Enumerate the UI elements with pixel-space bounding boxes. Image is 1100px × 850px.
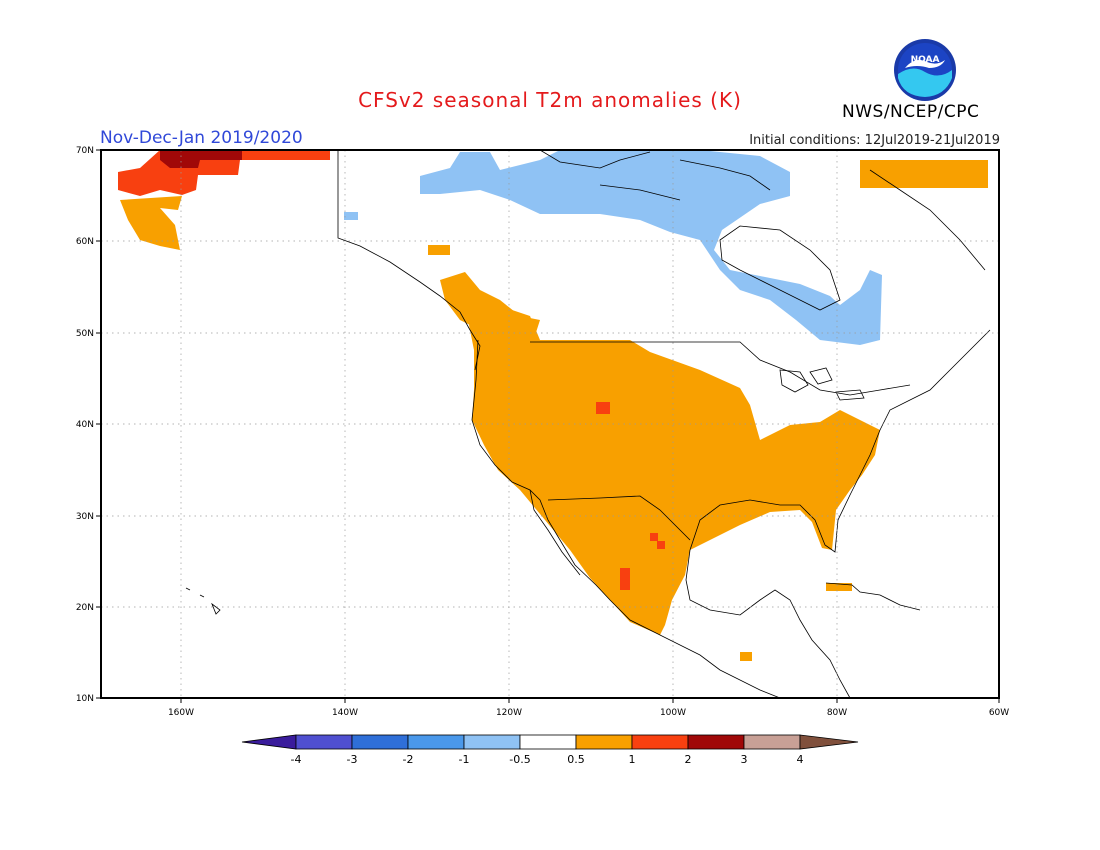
border-us-mexico [547,495,691,541]
hot-spot-mexico-2 [657,541,665,549]
colorbar-tick: 4 [797,753,804,766]
colorbar-tick: 2 [685,753,692,766]
warm-anomaly-alaska-edge [120,196,182,250]
colorbar-tick: -0.5 [509,753,530,766]
coastline-west [471,339,781,698]
colorbar-bin [295,734,353,750]
caribbean [825,582,921,611]
colorbar-tick: -2 [403,753,414,766]
great-lakes [779,367,865,401]
border-us-canada [530,341,911,396]
warm-anomaly-cuba [826,583,852,591]
hawaii [185,587,221,615]
lat-label: 20N [76,603,94,613]
colorbar-bin [351,734,409,750]
noaa-logo: NOAA [894,39,956,101]
svg-text:NOAA: NOAA [911,55,940,65]
colorbar-tick: -4 [291,753,302,766]
colorbar-bin [407,734,465,750]
warm-anomaly-central-america [740,652,752,661]
forecast-period: Nov-Dec-Jan 2019/2020 [100,128,303,148]
lon-label: 120W [496,708,522,718]
colorbar-tick: 0.5 [567,753,585,766]
warm-anomaly-bc [440,272,540,345]
colorbar-high-arrow [799,734,859,750]
colorbar-bin [743,734,801,750]
colorbar-bin [687,734,745,750]
coastline-yucatan [685,549,851,698]
cool-anomaly-islet [344,212,358,220]
coastline-baja [529,489,581,576]
warm-anomaly-islet [428,245,450,255]
colorbar-bin [463,734,521,750]
warm-anomaly-alaska-core [160,150,242,168]
hudson-bay [719,225,841,311]
warm-anomaly-conus [468,300,880,635]
lon-label: 160W [168,708,194,718]
colorbar-labels: -4 -3 -2 -1 -0.5 0.5 1 2 3 4 [291,753,804,766]
hot-spot-mexico-3 [620,568,630,590]
warm-anomaly-greenland [860,160,988,188]
lon-label: 60W [989,708,1009,718]
lat-label: 10N [76,694,94,704]
hot-spot-wyoming [596,402,610,414]
anomaly-shading [118,150,988,661]
coastlines [185,150,991,698]
initial-conditions: Initial conditions: 12Jul2019-21Jul2019 [749,133,1000,148]
coastline-gulf [689,329,991,553]
lat-label: 40N [76,420,94,430]
colorbar-bin [575,734,633,750]
arctic-islands [539,150,986,271]
lat-label: 30N [76,512,94,522]
longitude-labels: 160W 140W 120W 100W 80W 60W [168,708,1009,718]
lat-label: 60N [76,237,94,247]
map-title: CFSv2 seasonal T2m anomalies (K) [358,88,742,112]
colorbar-tick: -3 [347,753,358,766]
lat-label: 70N [76,146,94,156]
lon-label: 100W [660,708,686,718]
lon-label: 140W [332,708,358,718]
axis-ticks [96,149,1000,703]
lat-label: 50N [76,329,94,339]
lon-label: 80W [827,708,847,718]
coastline-alaska [337,150,481,371]
agency-label: NWS/NCEP/CPC [842,102,980,122]
cool-anomaly-arctic [420,150,882,345]
colorbar-tick: -1 [459,753,470,766]
latitude-labels: 70N 60N 50N 40N 30N 20N 10N [76,146,94,704]
colorbar-bin [519,734,577,750]
colorbar-tick: 1 [629,753,636,766]
colorbar-bin [631,734,689,750]
hot-spot-mexico-1 [650,533,658,541]
colorbar-tick: 3 [741,753,748,766]
graticule [101,150,999,698]
colorbar [241,734,859,750]
colorbar-low-arrow [241,734,297,750]
